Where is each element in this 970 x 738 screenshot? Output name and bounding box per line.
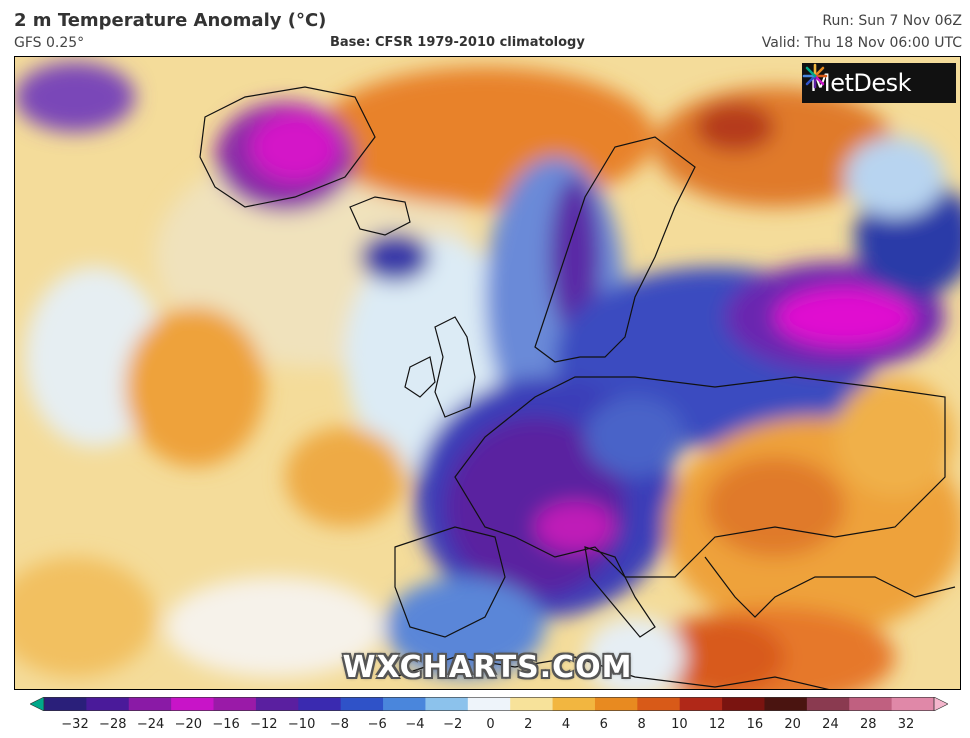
legend-swatch [171, 697, 215, 711]
legend-tick-label: 4 [561, 717, 571, 732]
legend-tick-label: 6 [599, 717, 608, 732]
legend-swatch [44, 697, 87, 711]
run-time-label: Run: Sun 7 Nov 06Z [822, 13, 962, 29]
legend-swatch [213, 697, 257, 711]
legend-swatch [128, 697, 172, 711]
legend-tick-label: −10 [287, 717, 316, 732]
coastlines [199, 86, 956, 689]
legend-tick-label: −12 [250, 717, 278, 732]
legend-swatch [425, 697, 469, 711]
valid-time-label: Valid: Thu 18 Nov 06:00 UTC [761, 35, 962, 51]
legend-swatch [340, 697, 384, 711]
legend-tick-label: 28 [859, 717, 877, 732]
legend-tick-label: −8 [329, 717, 349, 732]
legend-tick-label: 32 [897, 717, 915, 732]
legend-tick-label: −16 [212, 717, 240, 732]
legend-swatch [679, 697, 723, 711]
anomaly-field [15, 62, 960, 689]
legend-bar [30, 697, 948, 711]
metdesk-burst-icon [802, 63, 828, 89]
legend-swatch [849, 697, 893, 711]
legend-tick-label: 2 [524, 717, 533, 732]
legend-tick-label: −24 [136, 717, 165, 732]
color-scale-legend [30, 697, 948, 711]
legend-swatch [383, 697, 426, 711]
legend-swatch [298, 697, 342, 711]
legend-swatch [86, 697, 130, 711]
climatology-base-label: Base: CFSR 1979-2010 climatology [330, 35, 585, 50]
legend-swatch [467, 697, 511, 711]
map-canvas [15, 57, 960, 689]
legend-tick-label: −2 [443, 717, 463, 732]
legend-arrow-low [30, 697, 45, 711]
legend-swatch [510, 697, 554, 711]
legend-swatch [552, 697, 596, 711]
model-label: GFS 0.25° [14, 35, 85, 51]
legend-tick-label: 8 [637, 717, 646, 732]
legend-ticks: −32 −28 −24 −20 −16 −12 −10 −8 −6 −4 −2 0 2 4 6 8 10 12 16… [0, 717, 970, 735]
legend-tick-label: −20 [174, 717, 203, 732]
legend-swatch [891, 697, 935, 711]
legend-tick-label: 24 [822, 717, 839, 732]
legend-tick-label: 12 [708, 717, 726, 732]
chart-title: 2 m Temperature Anomaly (°C) [14, 10, 327, 31]
legend-swatch [722, 697, 765, 711]
legend-swatch [255, 697, 299, 711]
legend-tick-label: −4 [405, 717, 425, 732]
metdesk-logo: MetDesk [802, 63, 956, 103]
legend-tick-label: −28 [99, 717, 127, 732]
temperature-anomaly-map[interactable]: MetDesk WXCHARTS.COM [14, 56, 961, 690]
legend-border [43, 697, 935, 711]
legend-swatch [637, 697, 681, 711]
legend-tick-label: −32 [61, 717, 89, 732]
logo-text: MetDesk [810, 69, 912, 97]
legend-tick-label: −6 [367, 717, 387, 732]
legend-tick-label: 16 [746, 717, 764, 732]
legend-swatch [764, 697, 808, 711]
legend-tick-label: 20 [784, 717, 801, 732]
legend-swatch [806, 697, 850, 711]
legend-arrow-high [933, 697, 948, 711]
wxcharts-watermark: WXCHARTS.COM [342, 650, 633, 685]
legend-tick-label: 0 [486, 717, 495, 732]
legend-swatch [594, 697, 638, 711]
legend-tick-label: 10 [671, 717, 688, 732]
